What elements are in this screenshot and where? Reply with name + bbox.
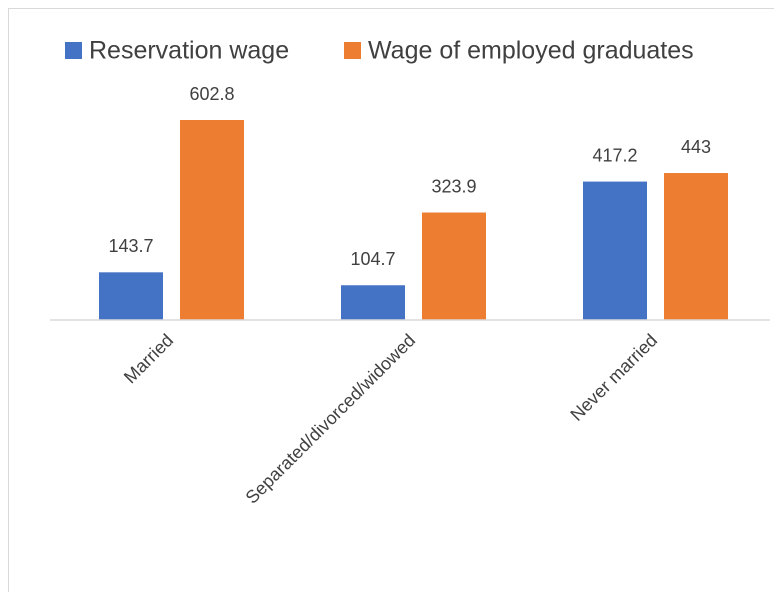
data-label: 417.2 bbox=[592, 145, 637, 165]
chart-frame bbox=[8, 8, 774, 592]
data-label: 443 bbox=[681, 137, 711, 157]
bar bbox=[341, 285, 405, 320]
bar bbox=[180, 120, 244, 320]
legend-swatch bbox=[344, 42, 361, 59]
bar bbox=[664, 173, 728, 320]
x-tick-label: Separated/divorced/widowed bbox=[242, 330, 420, 508]
data-label: 104.7 bbox=[350, 249, 395, 269]
data-label: 143.7 bbox=[108, 236, 153, 256]
bar bbox=[583, 181, 647, 320]
legend-label: Reservation wage bbox=[89, 37, 289, 65]
data-label: 323.9 bbox=[431, 176, 476, 196]
legend-swatch bbox=[65, 42, 82, 59]
x-tick-label: Never married bbox=[566, 330, 661, 425]
data-label: 602.8 bbox=[189, 84, 234, 104]
x-tick-label: Married bbox=[120, 330, 177, 387]
legend-label: Wage of employed graduates bbox=[368, 37, 694, 65]
bar bbox=[422, 212, 486, 320]
bar bbox=[99, 272, 163, 320]
